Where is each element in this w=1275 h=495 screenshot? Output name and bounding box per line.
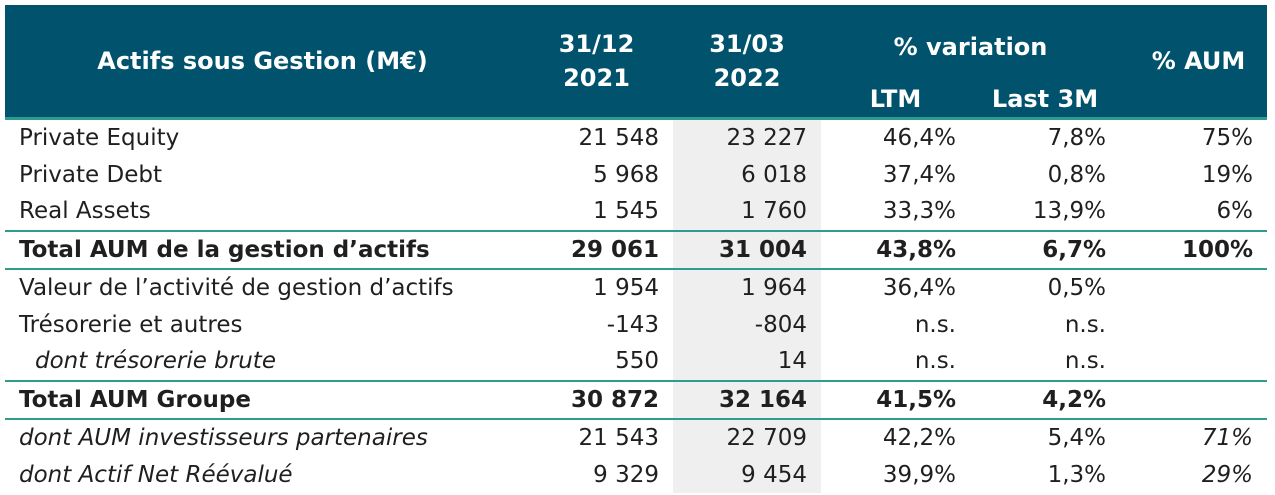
cell-2022: 9 454 <box>673 456 821 493</box>
cell-2022: -804 <box>673 306 821 343</box>
cell-last3m: 7,8% <box>970 117 1120 157</box>
cell-2021: 29 061 <box>520 229 673 269</box>
cell-last3m: 1,3% <box>1047 461 1106 488</box>
cell-aum: 71% <box>1120 418 1267 457</box>
header-col-2021-line2: 2021 <box>563 64 630 92</box>
row-label: Valeur de l’activité de gestion d’actifs <box>5 268 520 307</box>
aum-table-container: Actifs sous Gestion (M€) 31/12 2021 31/0… <box>5 5 1267 493</box>
table-row: Trésorerie et autres -143 -804 n.s. n.s. <box>5 306 1267 344</box>
cell-aum: 75% <box>1120 117 1267 157</box>
header-col-2022-line2: 2022 <box>713 64 781 92</box>
table-row: Real Assets 1 545 1 760 33,3% 13,9% 6% <box>5 193 1267 231</box>
header-col-2022: 31/03 2022 <box>673 5 821 119</box>
table-row-total: Total AUM Groupe 30 872 32 164 41,5% 4,2… <box>5 379 1267 419</box>
header-ltm: LTM <box>821 63 970 119</box>
cell-last3m: 5,4% <box>970 418 1120 457</box>
table-row: dont AUM investisseurs partenaires 21 54… <box>5 418 1267 457</box>
cell-ltm: n.s. <box>914 348 956 375</box>
table-row: Valeur de l’activité de gestion d’actifs… <box>5 268 1267 307</box>
row-label: Real Assets <box>19 198 151 225</box>
header-col-2021-line1: 31/12 <box>558 30 635 58</box>
cell-ltm: 39,9% <box>882 461 956 488</box>
table-body: Private Equity 21 548 23 227 46,4% 7,8% … <box>5 117 1267 493</box>
cell-2021: -143 <box>606 311 659 338</box>
cell-2021: 5 968 <box>593 161 659 188</box>
cell-2021: 550 <box>615 348 659 375</box>
cell-2022: 31 004 <box>673 229 821 269</box>
cell-2021: 1 954 <box>520 268 673 307</box>
row-label: Total AUM Groupe <box>5 379 520 419</box>
cell-last3m: 4,2% <box>970 379 1120 419</box>
cell-2022: 22 709 <box>673 418 821 457</box>
cell-aum: 29% <box>1201 461 1253 488</box>
row-label: Private Debt <box>19 161 162 188</box>
cell-aum <box>1120 343 1267 381</box>
cell-2021: 21 548 <box>520 117 673 157</box>
header-col-2022-line1: 31/03 <box>709 30 785 58</box>
cell-2022: 6 018 <box>673 156 821 193</box>
aum-table: Actifs sous Gestion (M€) 31/12 2021 31/0… <box>5 5 1267 493</box>
cell-aum: 19% <box>1201 161 1253 188</box>
cell-last3m: 13,9% <box>1032 198 1106 225</box>
cell-2022: 1 760 <box>673 193 821 231</box>
row-label: Private Equity <box>5 117 520 157</box>
cell-aum <box>1120 307 1267 344</box>
header-title: Actifs sous Gestion (M€) <box>5 5 520 119</box>
cell-2022: 1 964 <box>673 268 821 307</box>
cell-2021: 21 543 <box>520 418 673 457</box>
cell-ltm: 46,4% <box>821 117 970 157</box>
cell-last3m: 0,5% <box>970 268 1120 307</box>
cell-ltm: 41,5% <box>821 379 970 419</box>
cell-2021: 1 545 <box>593 198 659 225</box>
cell-last3m: n.s. <box>1064 348 1106 375</box>
cell-aum: 6% <box>1216 198 1254 225</box>
row-label: Trésorerie et autres <box>19 311 243 338</box>
table-row: Private Equity 21 548 23 227 46,4% 7,8% … <box>5 117 1267 157</box>
cell-ltm: 42,2% <box>821 418 970 457</box>
table-header: Actifs sous Gestion (M€) 31/12 2021 31/0… <box>5 5 1267 119</box>
row-label: dont trésorerie brute <box>35 348 276 375</box>
cell-ltm: 33,3% <box>882 198 956 225</box>
table-row: Private Debt 5 968 6 018 37,4% 0,8% 19% <box>5 156 1267 193</box>
header-col-2021: 31/12 2021 <box>520 5 673 119</box>
table-row: dont Actif Net Réévalué 9 329 9 454 39,9… <box>5 456 1267 493</box>
cell-aum <box>1120 268 1267 307</box>
table-row-total: Total AUM de la gestion d’actifs 29 061 … <box>5 229 1267 269</box>
cell-aum <box>1120 379 1267 419</box>
cell-2022: 23 227 <box>673 117 821 157</box>
header-last3m: Last 3M <box>970 63 1120 119</box>
row-label: dont Actif Net Réévalué <box>19 461 293 488</box>
header-aum: % AUM <box>1120 5 1267 119</box>
cell-2021: 9 329 <box>593 461 659 488</box>
cell-2021: 30 872 <box>520 379 673 419</box>
cell-2022: 32 164 <box>673 379 821 419</box>
cell-ltm: 43,8% <box>821 229 970 269</box>
header-variation: % variation <box>821 5 1120 63</box>
cell-ltm: 37,4% <box>882 161 956 188</box>
row-label: Total AUM de la gestion d’actifs <box>5 229 520 269</box>
table-row: dont trésorerie brute 550 14 n.s. n.s. <box>5 343 1267 381</box>
row-label: dont AUM investisseurs partenaires <box>5 418 520 457</box>
cell-ltm: n.s. <box>914 311 956 338</box>
cell-last3m: 6,7% <box>970 229 1120 269</box>
cell-last3m: n.s. <box>1064 311 1106 338</box>
cell-last3m: 0,8% <box>1047 161 1106 188</box>
cell-ltm: 36,4% <box>821 268 970 307</box>
cell-2022: 14 <box>673 343 821 381</box>
cell-aum: 100% <box>1120 229 1267 269</box>
